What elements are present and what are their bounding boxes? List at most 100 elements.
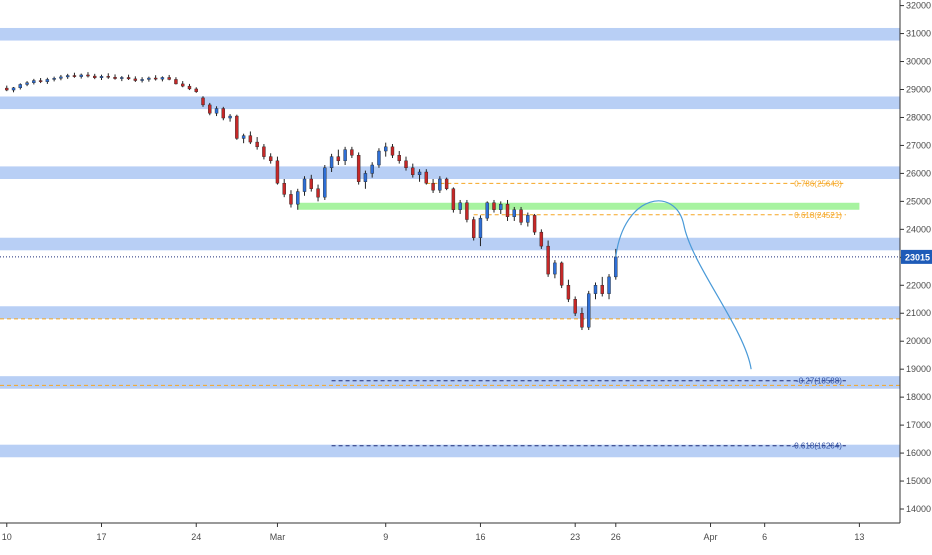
candle-body (411, 167, 415, 175)
candle-body (120, 77, 124, 79)
candle (404, 156, 408, 171)
candle-body (248, 135, 253, 143)
candle-body (289, 194, 293, 205)
candle-body (593, 285, 598, 294)
candle (120, 76, 124, 82)
y-tick-label: 15000 (906, 476, 931, 486)
candle (519, 206, 523, 226)
candle-body (25, 82, 29, 85)
candle-body (377, 150, 381, 166)
zone-band (0, 444, 900, 458)
y-axis[interactable]: 14000 15000 16000 17000 18000 19000 20000 21000… (899, 0, 932, 523)
y-tick-label: 16000 (906, 448, 931, 458)
y-tick-label: 21000 (906, 308, 931, 318)
candle-body (390, 146, 395, 156)
candle (228, 114, 232, 122)
x-tick-label: 9 (383, 532, 388, 542)
candle-body (65, 75, 70, 78)
candle-body (505, 203, 510, 217)
candle-body (316, 188, 320, 198)
zone-band (0, 376, 900, 389)
candle-body (174, 79, 178, 85)
candle (5, 85, 9, 92)
y-tick-label: 31000 (906, 29, 931, 39)
candle (187, 83, 192, 91)
candle-body (566, 285, 571, 300)
candle (485, 201, 489, 221)
fib-label: 0.786(25643) (794, 179, 842, 188)
price-badge (901, 249, 932, 264)
candle (411, 163, 415, 178)
zone-band (0, 27, 900, 41)
candle (275, 156, 280, 185)
candle-body (614, 256, 618, 278)
candle-body (11, 87, 16, 91)
candle-body (194, 88, 198, 92)
candle-body (417, 171, 422, 175)
levels-layer (0, 182, 900, 447)
candle-body (384, 146, 388, 152)
candle (147, 76, 151, 82)
y-tick-label: 25000 (906, 196, 931, 206)
candle (72, 72, 77, 78)
candle-body (5, 87, 9, 91)
x-tick-label: Mar (270, 532, 286, 542)
candle-body (492, 202, 496, 210)
candle-body (126, 77, 131, 80)
projection-curve (615, 200, 752, 370)
candle (11, 86, 16, 93)
candle (499, 201, 503, 214)
x-tick-label: 17 (96, 532, 106, 542)
fib-label: 0.618(24521) (794, 211, 842, 220)
candle-body (32, 80, 36, 83)
candle (18, 83, 23, 90)
y-tick-label: 17000 (906, 420, 931, 430)
candle (133, 76, 138, 82)
y-tick-label: 28000 (906, 112, 931, 122)
candle-body (275, 160, 280, 184)
candle-body (404, 160, 408, 169)
candle (25, 81, 29, 87)
candle (343, 146, 347, 166)
candle-body (153, 77, 158, 80)
candle-body (323, 167, 327, 198)
y-tick-label: 18000 (906, 392, 931, 402)
candle (235, 114, 239, 140)
candle (194, 87, 198, 93)
candle (397, 151, 401, 164)
candle-body (370, 164, 374, 174)
candle-body (350, 149, 354, 156)
candle (505, 199, 510, 221)
candle (106, 73, 110, 79)
candle (262, 144, 266, 160)
y-tick-label: 14000 (906, 504, 931, 514)
x-tick-label: 23 (570, 532, 580, 542)
candle-body (302, 178, 307, 192)
candle (99, 74, 104, 80)
x-tick-label: 26 (611, 532, 621, 542)
candle (363, 170, 368, 189)
y-tick-label: 19000 (906, 364, 931, 374)
candle (553, 260, 557, 279)
candle (593, 282, 598, 300)
candle (296, 188, 300, 210)
candle-body (38, 80, 43, 82)
candle-body (356, 155, 361, 182)
candle (174, 77, 178, 85)
candle (559, 261, 564, 289)
zones-layer (0, 27, 900, 458)
x-axis[interactable]: 10 17 24 Mar 9 16 23 26 Apr 6 13 (0, 522, 900, 542)
candle-body (133, 78, 138, 81)
candle (377, 148, 381, 168)
candle (390, 144, 395, 159)
candle (255, 137, 259, 150)
candle-body (147, 77, 151, 80)
candle (302, 176, 307, 196)
candle-body (336, 156, 341, 162)
candle (580, 307, 584, 331)
candle-body (458, 202, 462, 210)
candle (323, 165, 327, 200)
y-tick-label: 22000 (906, 280, 931, 290)
candle (424, 169, 429, 185)
candle-body (59, 76, 63, 79)
